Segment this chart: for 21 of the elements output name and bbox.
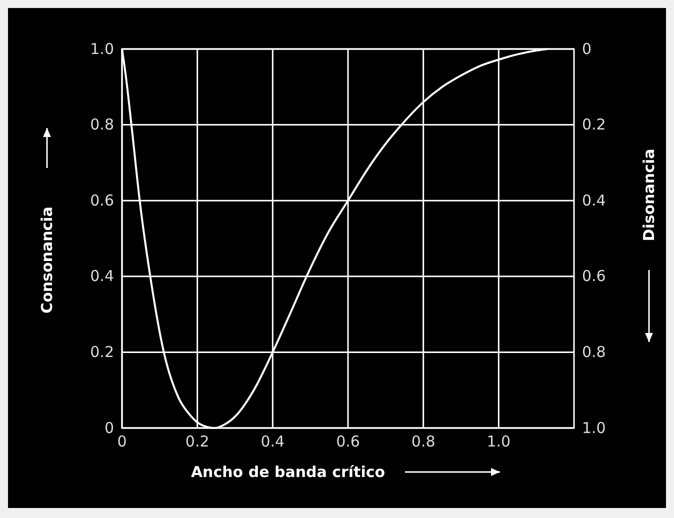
y2-tick-label: 0.2: [582, 116, 606, 134]
x-tick-label: 0: [117, 432, 127, 451]
x-axis-title: Ancho de banda crítico: [190, 463, 386, 481]
y2-tick-label: 0.8: [582, 343, 606, 361]
y2-tick-label: 0.6: [582, 267, 606, 286]
y-tick-label: 0.6: [90, 191, 114, 210]
y2-tick-label: 0: [582, 40, 592, 58]
x-tick-label: 1.0: [486, 432, 511, 451]
y-axis-title: Consonancia: [38, 206, 56, 314]
y2-tick-label: 0.4: [582, 191, 606, 210]
y2-tick-label: 1.0: [582, 418, 606, 437]
y-tick-label: 0.4: [90, 267, 114, 286]
x-tick-label: 0.2: [185, 432, 210, 451]
y2-axis-title: Disonancia: [640, 148, 658, 242]
y-tick-label: 1.0: [90, 40, 114, 58]
y-tick-label: 0.8: [90, 116, 114, 134]
x-tick-label: 0.8: [411, 432, 436, 451]
x-tick-label: 0.6: [336, 432, 360, 451]
y-tick-label: 0.2: [90, 343, 114, 361]
x-tick-label: 0.4: [260, 432, 285, 451]
y-tick-label: 0: [104, 418, 114, 437]
